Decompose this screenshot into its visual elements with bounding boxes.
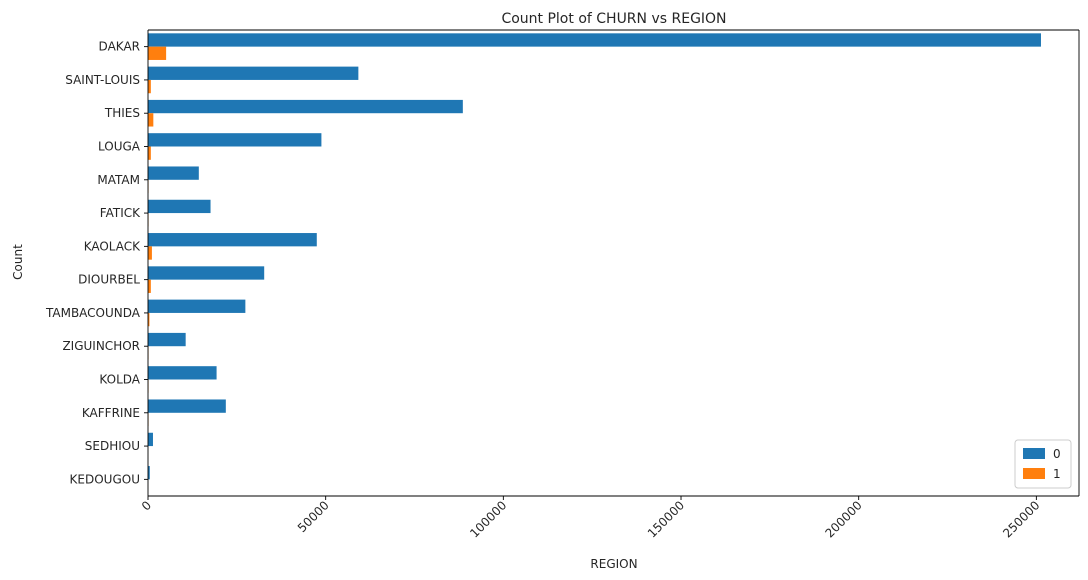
- bar-diourbel-churn-0: [148, 266, 265, 280]
- y-tick-label: TAMBACOUNDA: [45, 306, 141, 320]
- y-axis-title: Count: [11, 244, 25, 280]
- bar-saint-louis-churn-0: [148, 66, 359, 80]
- bar-kaolack-churn-1: [148, 246, 152, 260]
- y-tick-label: KEDOUGOU: [70, 472, 140, 486]
- bar-dakar-churn-1: [148, 46, 167, 60]
- bar-kolda-churn-0: [148, 366, 217, 380]
- bar-sedhiou-churn-0: [148, 432, 153, 447]
- x-tick-label: 250000: [1000, 498, 1042, 540]
- bar-ziguinchor-churn-0: [148, 332, 186, 347]
- legend-label-1: 1: [1053, 467, 1061, 481]
- legend-label-0: 0: [1053, 447, 1061, 461]
- legend-frame: [1014, 439, 1072, 489]
- y-tick-label: LOUGA: [98, 140, 141, 154]
- y-tick-label: SAINT-LOUIS: [65, 73, 140, 87]
- bar-thies-churn-0: [148, 99, 463, 114]
- bar-kaffrine-churn-0: [148, 399, 226, 413]
- x-tick-label: 0: [139, 498, 154, 513]
- bar-dakar-churn-0: [148, 33, 1041, 47]
- y-tick-label: THIES: [104, 106, 140, 120]
- legend-swatch-0: [1023, 448, 1045, 459]
- y-tick-label: FATICK: [100, 206, 141, 220]
- chart-title: Count Plot of CHURN vs REGION: [501, 11, 726, 27]
- bar-tambacounda-churn-0: [148, 299, 246, 313]
- y-tick-label: DAKAR: [99, 40, 140, 54]
- bar-louga-churn-0: [148, 133, 322, 147]
- x-tick-label: 100000: [467, 498, 509, 540]
- y-tick-label: MATAM: [97, 173, 140, 187]
- bar-diourbel-churn-1: [148, 279, 151, 293]
- bar-louga-churn-1: [148, 146, 151, 160]
- y-tick-label: KAOLACK: [84, 239, 141, 253]
- y-tick-label: ZIGUINCHOR: [62, 339, 140, 353]
- bar-tambacounda-churn-1: [148, 312, 150, 327]
- x-tick-label: 50000: [295, 498, 332, 535]
- y-tick-label: DIOURBEL: [78, 273, 140, 287]
- bar-kedougou-churn-0: [148, 466, 150, 480]
- y-tick-label: KOLDA: [99, 373, 140, 387]
- legend-swatch-1: [1023, 468, 1045, 479]
- bar-fatick-churn-0: [148, 199, 211, 214]
- bar-thies-churn-1: [148, 113, 154, 127]
- x-axis-title: REGION: [590, 557, 637, 571]
- legend: 01: [1014, 439, 1072, 489]
- y-tick-label: KAFFRINE: [82, 406, 140, 420]
- bar-kaolack-churn-0: [148, 233, 317, 247]
- x-tick-label: 200000: [823, 498, 865, 540]
- bar-saint-louis-churn-1: [148, 79, 151, 94]
- y-tick-label: SEDHIOU: [85, 439, 140, 453]
- bar-matam-churn-0: [148, 166, 199, 180]
- x-tick-label: 150000: [645, 498, 687, 540]
